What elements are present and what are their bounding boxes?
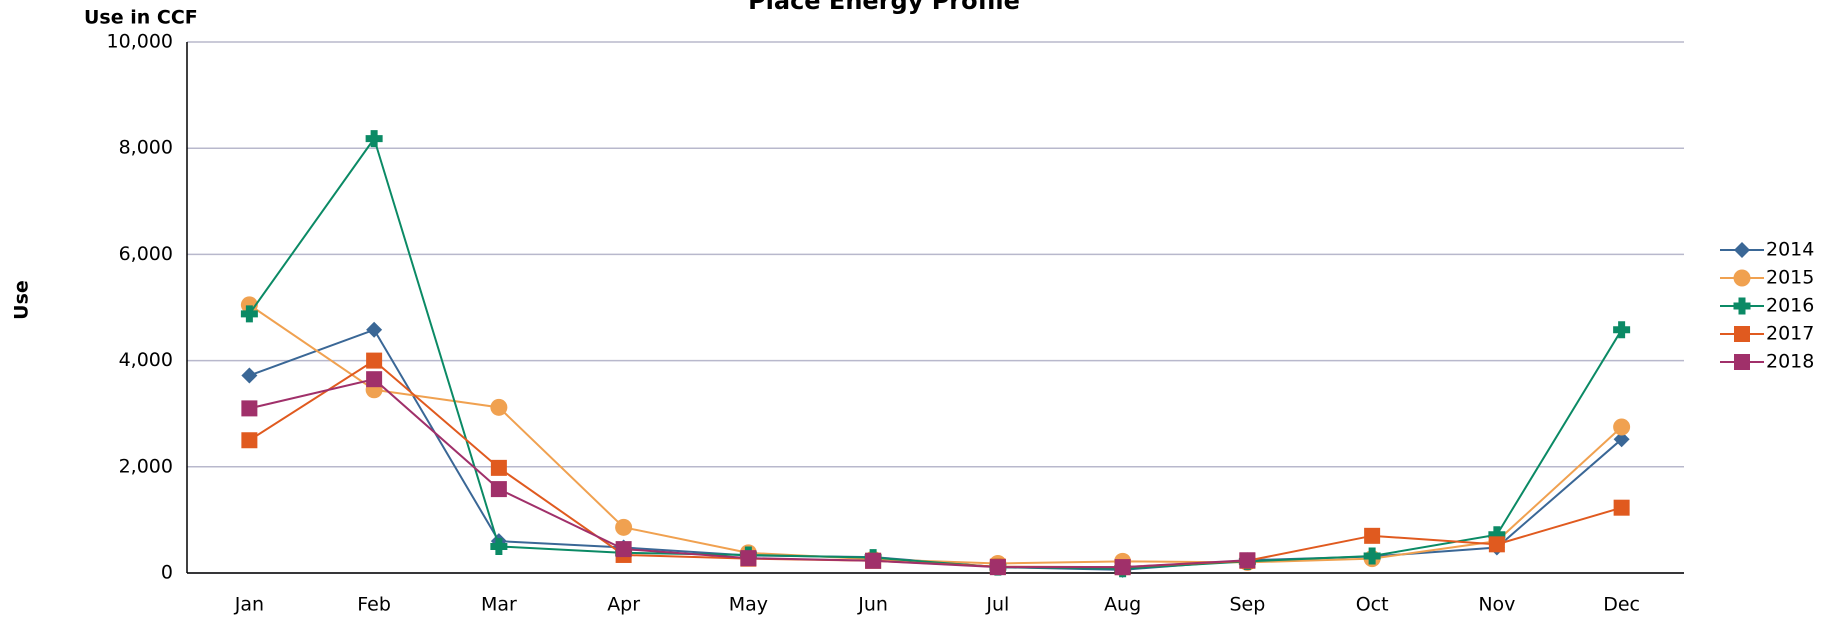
marker xyxy=(366,352,383,369)
series-line xyxy=(248,136,1623,570)
y-tick-label: 2,000 xyxy=(119,455,173,477)
y-tick-label: 4,000 xyxy=(119,349,173,371)
marker xyxy=(241,432,258,449)
marker xyxy=(865,552,882,569)
marker xyxy=(1734,242,1750,258)
chart-title: Place Energy Profile xyxy=(748,0,1020,15)
legend-label: 2016 xyxy=(1766,295,1814,317)
x-tick-label: May xyxy=(729,594,768,616)
x-tick-label: Nov xyxy=(1478,594,1515,616)
x-tick-label: Dec xyxy=(1603,594,1640,616)
marker xyxy=(615,518,633,536)
legend-label: 2015 xyxy=(1766,267,1814,289)
marker xyxy=(1734,326,1750,342)
series-line xyxy=(249,378,1248,569)
legend-label: 2014 xyxy=(1766,239,1814,261)
marker xyxy=(1734,354,1750,370)
marker xyxy=(1613,418,1631,436)
x-tick-label: Sep xyxy=(1229,594,1265,616)
marker xyxy=(490,398,508,416)
x-tick-label: Mar xyxy=(481,594,517,616)
marker xyxy=(366,371,383,388)
marker xyxy=(740,550,757,567)
marker xyxy=(1733,269,1751,287)
unit-label: Use in CCF xyxy=(84,7,198,29)
y-tick-label: 0 xyxy=(161,562,173,584)
marker xyxy=(1364,527,1381,544)
marker xyxy=(1488,526,1506,544)
x-tick-label: Aug xyxy=(1104,594,1141,616)
marker xyxy=(490,481,507,498)
legend-label: 2018 xyxy=(1766,351,1814,373)
marker xyxy=(490,537,508,555)
y-tick-label: 8,000 xyxy=(119,137,173,159)
marker xyxy=(1363,547,1381,565)
marker xyxy=(615,541,632,558)
marker xyxy=(989,559,1006,576)
x-tick-label: Jan xyxy=(234,594,264,616)
marker xyxy=(365,130,383,148)
marker xyxy=(241,367,258,384)
legend-label: 2017 xyxy=(1766,323,1814,345)
marker xyxy=(490,459,507,476)
marker xyxy=(1733,297,1751,315)
y-tick-label: 10,000 xyxy=(107,31,173,53)
y-axis-label: Use xyxy=(11,280,33,320)
x-tick-label: Jul xyxy=(985,594,1009,616)
x-tick-label: Oct xyxy=(1356,594,1389,616)
marker xyxy=(1613,499,1630,516)
series-line xyxy=(248,359,1622,569)
marker xyxy=(1613,431,1630,448)
marker xyxy=(1488,536,1505,553)
marker xyxy=(1114,559,1131,576)
marker xyxy=(366,321,383,338)
marker xyxy=(240,305,258,323)
marker xyxy=(241,400,258,417)
x-tick-label: Jun xyxy=(857,594,888,616)
marker xyxy=(1239,552,1256,569)
marker xyxy=(1613,321,1631,339)
series-line xyxy=(248,304,1623,565)
y-tick-label: 6,000 xyxy=(119,243,173,265)
x-tick-label: Feb xyxy=(357,594,391,616)
x-tick-label: Apr xyxy=(607,594,640,616)
